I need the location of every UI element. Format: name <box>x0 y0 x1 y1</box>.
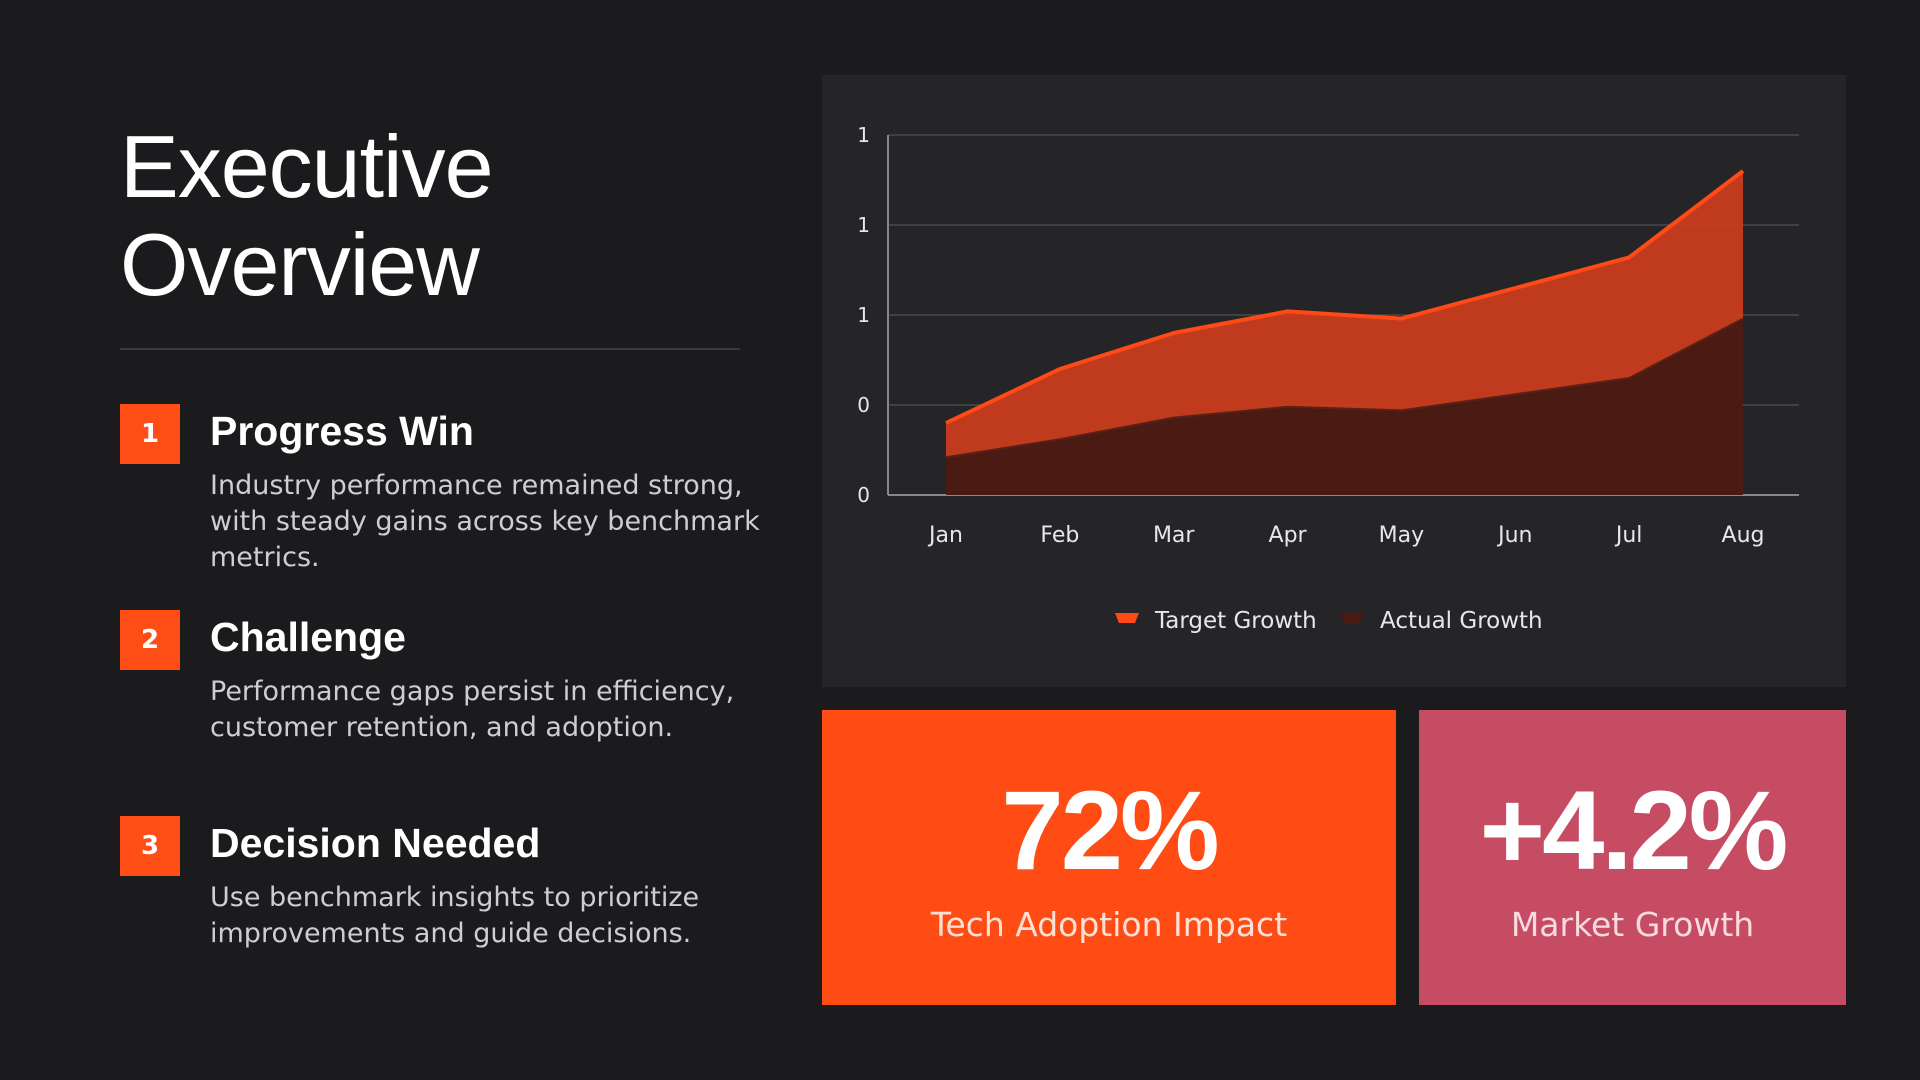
area-chart: 0 0 1 1 1 Jan Feb Mar Apr May Jun Jul Aug Target Grow… <box>857 123 1799 634</box>
y-tick-label: 1 <box>857 123 870 147</box>
line-actual-growth <box>945 317 1744 459</box>
item-number-badge: 2 <box>120 610 180 670</box>
area-actual-growth <box>946 318 1743 495</box>
x-tick-label: May <box>1379 523 1424 548</box>
kpi-label: Tech Adoption Impact <box>930 905 1288 944</box>
y-tick-label: 1 <box>857 303 870 327</box>
kpi-value: 72% <box>1001 768 1219 893</box>
item-number-badge: 1 <box>120 404 180 464</box>
kpi-value: +4.2% <box>1479 768 1789 893</box>
title-divider <box>120 348 740 350</box>
x-tick-label: Jun <box>1496 523 1532 548</box>
x-tick-label: Mar <box>1153 523 1195 548</box>
y-tick-label: 0 <box>857 393 870 417</box>
x-tick-label: Jan <box>927 523 963 548</box>
item-description: Use benchmark insights to prioritize imp… <box>210 882 700 949</box>
x-tick-label: Feb <box>1040 523 1079 548</box>
legend-label: Actual Growth <box>1380 608 1543 634</box>
kpi-label: Market Growth <box>1510 905 1755 944</box>
item-heading: Decision Needed <box>210 820 541 866</box>
item-description: Performance gaps persist in efficiency, … <box>210 676 735 743</box>
kpi-card-market-growth: +4.2% Market Growth <box>1419 710 1846 1005</box>
kpi-card-tech-adoption: 72% Tech Adoption Impact <box>822 710 1396 1005</box>
x-tick-label: Apr <box>1269 523 1308 548</box>
item-heading: Challenge <box>210 614 406 660</box>
chart-panel: 0 0 1 1 1 Jan Feb Mar Apr May Jun Jul Aug Target Grow… <box>822 75 1846 687</box>
item-description: Industry performance remained strong, wi… <box>210 470 760 573</box>
item-heading: Progress Win <box>210 408 474 454</box>
legend-swatch <box>1340 613 1364 623</box>
slide-title: Executive Overview <box>120 118 760 314</box>
title-line-2: Overview <box>120 215 480 314</box>
y-tick-label: 0 <box>857 483 870 507</box>
x-tick-label: Jul <box>1614 523 1643 548</box>
line-target-growth <box>945 169 1745 425</box>
title-line-1: Executive <box>120 117 494 216</box>
x-tick-label: Aug <box>1722 523 1765 548</box>
legend-swatch <box>1115 613 1139 623</box>
y-tick-label: 1 <box>857 213 870 237</box>
item-number-badge: 3 <box>120 816 180 876</box>
legend-label: Target Growth <box>1154 608 1317 634</box>
